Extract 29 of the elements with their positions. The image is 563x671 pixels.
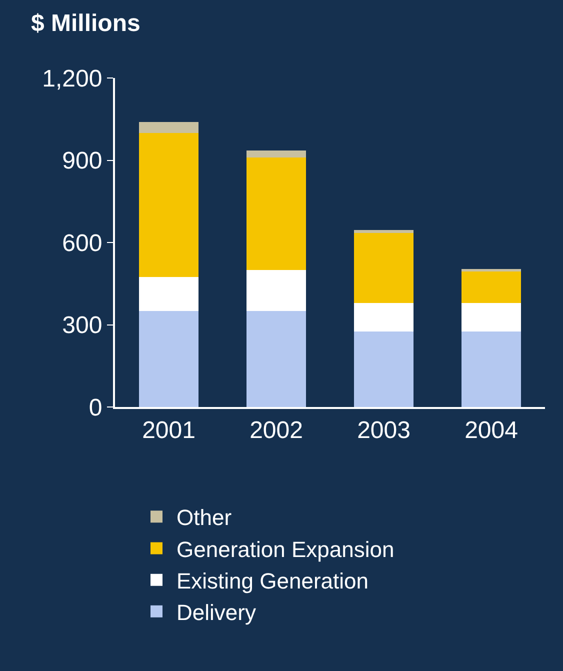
- y-tick-label: 300: [62, 312, 102, 340]
- legend-label: Delivery: [176, 600, 256, 626]
- bar: [139, 276, 198, 312]
- y-tick-label: 0: [88, 394, 102, 422]
- bar: [462, 271, 521, 303]
- bar: [246, 311, 306, 407]
- x-tick-label: 2002: [250, 416, 303, 444]
- y-tick-label: 900: [62, 148, 102, 175]
- x-tick-label: 2003: [357, 416, 410, 444]
- legend-label: Existing Generation: [176, 568, 368, 594]
- legend-label: Other: [176, 505, 232, 530]
- bar: [139, 132, 198, 277]
- x-tick-label: 2004: [464, 416, 518, 444]
- x-tick-label: 2001: [142, 416, 196, 444]
- bar: [246, 158, 306, 270]
- y-tick-label: 600: [62, 230, 102, 257]
- bar: [139, 122, 198, 133]
- bar: [246, 270, 306, 312]
- bar: [354, 232, 414, 303]
- bar: [462, 332, 521, 407]
- bar: [354, 230, 414, 233]
- legend-label: Generation Expansion: [176, 536, 394, 562]
- bar: [354, 332, 414, 407]
- bar: [354, 302, 414, 332]
- y-tick-label: 1,200: [42, 65, 102, 92]
- bar: [246, 150, 306, 158]
- bar: [139, 311, 198, 407]
- y-axis-title: $ Millions: [31, 10, 140, 37]
- bar: [462, 302, 521, 332]
